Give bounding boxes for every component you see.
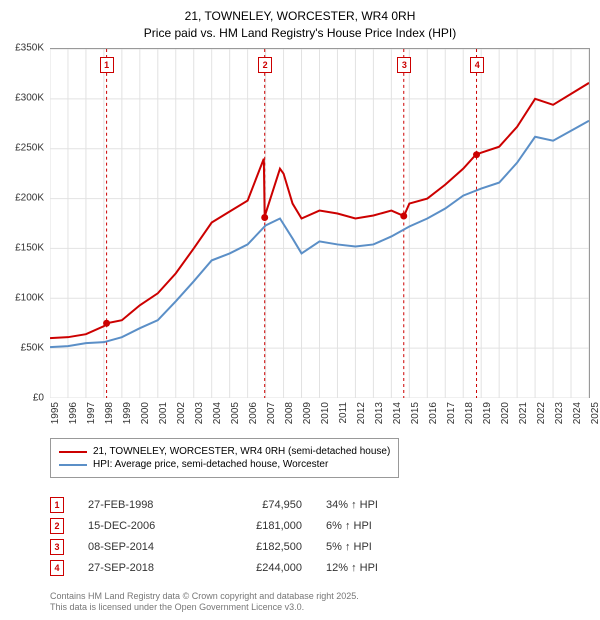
- x-tick-label: 2002: [176, 402, 187, 424]
- title-line-1: 21, TOWNELEY, WORCESTER, WR4 0RH: [10, 8, 590, 25]
- chart-title: 21, TOWNELEY, WORCESTER, WR4 0RH Price p…: [0, 0, 600, 46]
- x-tick-label: 2005: [230, 402, 241, 424]
- x-tick-label: 2012: [356, 402, 367, 424]
- legend-swatch: [59, 451, 87, 453]
- legend-label: HPI: Average price, semi-detached house,…: [93, 459, 328, 470]
- x-tick-label: 2007: [266, 402, 277, 424]
- x-tick-label: 2010: [320, 402, 331, 424]
- y-axis: £0£50K£100K£150K£200K£250K£300K£350K: [0, 48, 48, 398]
- x-tick-label: 2021: [518, 402, 529, 424]
- sale-pct: 34% ↑ HPI: [326, 499, 426, 511]
- chart-plot-area: 1 2 3 4: [50, 48, 590, 398]
- row-marker: 3: [50, 539, 64, 555]
- y-tick-label: £100K: [15, 293, 44, 304]
- sale-price: £182,500: [222, 541, 302, 553]
- sale-date: 08-SEP-2014: [88, 541, 198, 553]
- sale-pct: 12% ↑ HPI: [326, 562, 426, 574]
- footer-line-1: Contains HM Land Registry data © Crown c…: [50, 591, 359, 603]
- sales-table: 1 27-FEB-1998 £74,950 34% ↑ HPI 2 15-DEC-2006…: [50, 492, 426, 581]
- legend-label: 21, TOWNELEY, WORCESTER, WR4 0RH (semi-d…: [93, 446, 390, 457]
- x-tick-label: 2003: [194, 402, 205, 424]
- row-marker: 1: [50, 497, 64, 513]
- footer-attribution: Contains HM Land Registry data © Crown c…: [50, 591, 359, 614]
- x-tick-label: 2016: [428, 402, 439, 424]
- x-tick-label: 2009: [302, 402, 313, 424]
- sale-marker-box: 2: [258, 57, 272, 73]
- row-marker: 4: [50, 560, 64, 576]
- x-tick-label: 2015: [410, 402, 421, 424]
- x-tick-label: 2025: [590, 402, 600, 424]
- x-tick-label: 2018: [464, 402, 475, 424]
- sale-date: 27-SEP-2018: [88, 562, 198, 574]
- x-tick-label: 2023: [554, 402, 565, 424]
- x-tick-label: 2013: [374, 402, 385, 424]
- x-tick-label: 1999: [122, 402, 133, 424]
- y-tick-label: £250K: [15, 143, 44, 154]
- x-tick-label: 1997: [86, 402, 97, 424]
- footer-line-2: This data is licensed under the Open Gov…: [50, 602, 359, 614]
- legend-swatch: [59, 464, 87, 466]
- sales-row: 2 15-DEC-2006 £181,000 6% ↑ HPI: [50, 518, 426, 534]
- x-tick-label: 2004: [212, 402, 223, 424]
- legend: 21, TOWNELEY, WORCESTER, WR4 0RH (semi-d…: [50, 438, 399, 478]
- x-tick-label: 2014: [392, 402, 403, 424]
- x-tick-label: 2006: [248, 402, 259, 424]
- legend-item: HPI: Average price, semi-detached house,…: [59, 459, 390, 470]
- x-tick-label: 2024: [572, 402, 583, 424]
- y-tick-label: £300K: [15, 93, 44, 104]
- sale-price: £244,000: [222, 562, 302, 574]
- x-tick-label: 1998: [104, 402, 115, 424]
- y-tick-label: £350K: [15, 43, 44, 54]
- x-tick-label: 2017: [446, 402, 457, 424]
- x-tick-label: 2022: [536, 402, 547, 424]
- x-tick-label: 2008: [284, 402, 295, 424]
- sale-pct: 5% ↑ HPI: [326, 541, 426, 553]
- x-tick-label: 1996: [68, 402, 79, 424]
- sale-price: £181,000: [222, 520, 302, 532]
- y-tick-label: £150K: [15, 243, 44, 254]
- sales-row: 4 27-SEP-2018 £244,000 12% ↑ HPI: [50, 560, 426, 576]
- x-tick-label: 2020: [500, 402, 511, 424]
- sale-date: 15-DEC-2006: [88, 520, 198, 532]
- y-tick-label: £200K: [15, 193, 44, 204]
- sale-marker-box: 1: [100, 57, 114, 73]
- x-tick-label: 2011: [338, 402, 349, 424]
- y-tick-label: £0: [33, 393, 44, 404]
- title-line-2: Price paid vs. HM Land Registry's House …: [10, 25, 590, 42]
- x-tick-label: 2001: [158, 402, 169, 424]
- sale-pct: 6% ↑ HPI: [326, 520, 426, 532]
- x-tick-label: 2019: [482, 402, 493, 424]
- y-tick-label: £50K: [21, 343, 44, 354]
- row-marker: 2: [50, 518, 64, 534]
- sale-price: £74,950: [222, 499, 302, 511]
- x-axis: 1995 1996 1997 1998 1999 2000 2001 2002 2003 2004…: [50, 400, 590, 440]
- sales-row: 1 27-FEB-1998 £74,950 34% ↑ HPI: [50, 497, 426, 513]
- sales-row: 3 08-SEP-2014 £182,500 5% ↑ HPI: [50, 539, 426, 555]
- x-tick-label: 2000: [140, 402, 151, 424]
- sale-date: 27-FEB-1998: [88, 499, 198, 511]
- sale-marker-box: 4: [470, 57, 484, 73]
- x-tick-label: 1995: [50, 402, 61, 424]
- sale-marker-box: 3: [397, 57, 411, 73]
- chart-svg: [50, 49, 589, 398]
- legend-item: 21, TOWNELEY, WORCESTER, WR4 0RH (semi-d…: [59, 446, 390, 457]
